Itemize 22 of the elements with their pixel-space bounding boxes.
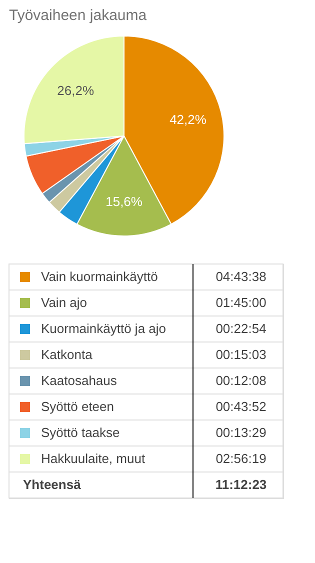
- data-label: 26,2%: [57, 83, 94, 98]
- legend-label: Hakkuulaite, muut: [41, 451, 146, 466]
- text: 00:12:08: [216, 373, 266, 388]
- chart-title: Työvaiheen jakauma: [9, 7, 148, 24]
- legend-label: Vain kuormainkäyttö: [41, 269, 158, 284]
- text: 11:12:23: [215, 477, 267, 492]
- text: 01:45:00: [216, 295, 266, 310]
- text: 00:22:54: [216, 321, 266, 336]
- data-label: 42,2%: [170, 112, 207, 127]
- text: 00:13:29: [216, 425, 266, 440]
- text: Yhteensä: [23, 477, 82, 492]
- legend-label: Vain ajo: [41, 295, 88, 310]
- text: 00:43:52: [216, 399, 266, 414]
- text: 00:15:03: [216, 347, 266, 362]
- text: 02:56:19: [216, 451, 266, 466]
- text: 04:43:38: [216, 269, 266, 284]
- legend-label: Kuormainkäyttö ja ajo: [41, 321, 166, 336]
- legend-label: Syöttö eteen: [41, 399, 114, 414]
- legend-label: Katkonta: [41, 347, 94, 362]
- data-label: 15,6%: [106, 194, 143, 209]
- legend-label: Syöttö taakse: [41, 425, 120, 440]
- legend-label: Kaatosahaus: [41, 373, 118, 388]
